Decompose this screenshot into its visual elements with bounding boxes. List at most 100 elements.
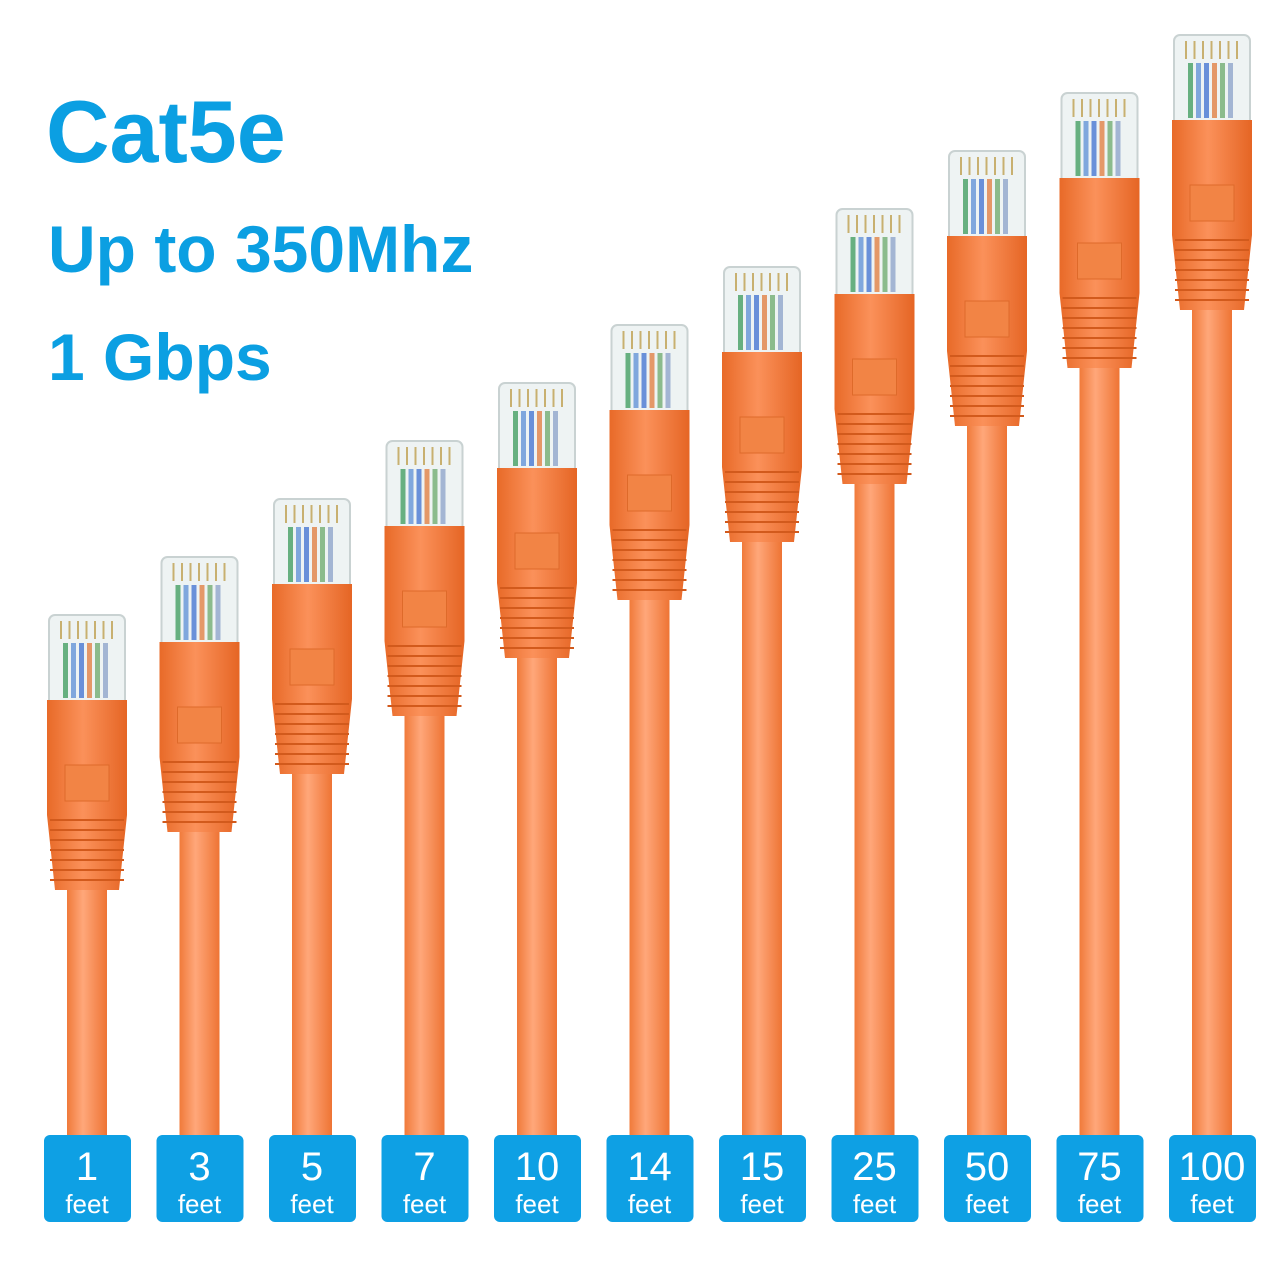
plug-wire [328,527,333,582]
plug-wire [1083,121,1089,176]
cable-wire [629,585,670,1150]
plug-wire [296,527,301,582]
subtitle: Up to 350Mhz [48,212,473,286]
boot-panel [1189,184,1235,222]
length-badge [156,1135,244,1222]
length-unit: feet [290,1189,334,1219]
plug-wire [400,469,406,524]
plug-wire [71,643,76,698]
plug-wire [890,237,896,292]
plug-wire [770,295,775,350]
length-value: 15 [740,1145,785,1189]
length-value: 25 [852,1145,897,1189]
plug-wire [215,585,221,640]
plug-wire [641,353,647,408]
length-unit: feet [965,1189,1009,1219]
plug-wire [95,643,100,698]
plug-wire [432,469,438,524]
length-value: 75 [1077,1145,1122,1189]
plug-wire [513,411,518,466]
length-badge [44,1135,131,1222]
cable-wire [742,527,782,1150]
plug-wire [633,353,639,408]
plug-wire [1099,121,1105,176]
length-unit: feet [1190,1189,1234,1219]
plug-wire [1003,179,1008,234]
cable-wire [854,469,895,1150]
cable-wire [1192,295,1232,1150]
length-value: 3 [188,1145,210,1189]
length-badge [494,1135,581,1222]
plug-wire [521,411,526,466]
plug-wire [1196,63,1201,118]
length-unit: feet [1078,1189,1122,1219]
plug-wire [312,527,317,582]
plug-wire [987,179,992,234]
boot-panel [289,648,335,686]
cable-wire [1079,353,1120,1150]
plug-wire [191,585,197,640]
cable-wire [517,643,557,1150]
plug-wire [971,179,976,234]
plug-wire [537,411,542,466]
length-value: 7 [413,1145,435,1189]
length-badge [831,1135,919,1222]
cable-wire [179,817,220,1150]
boot-panel [1077,242,1122,280]
subtitle: 1 Gbps [48,320,272,394]
plug-wire [207,585,213,640]
boot-panel [627,474,672,512]
length-unit: feet [178,1189,222,1219]
plug-wire [1220,63,1225,118]
plug-wire [529,411,534,466]
boot-panel [852,358,897,396]
plug-wire [979,179,984,234]
plug-wire [288,527,293,582]
plug-wire [866,237,872,292]
plug-wire [175,585,181,640]
length-unit: feet [65,1189,109,1219]
cable-wire [67,875,107,1150]
cables: 1feet3feet5feet7feet10feet14feet15feet25… [44,34,1256,1222]
plug-wire [882,237,888,292]
plug-wire [1204,63,1209,118]
length-badge [381,1135,469,1222]
plug-wire [545,411,550,466]
plug-wire [424,469,430,524]
plug-wire [625,353,631,408]
plug-wire [1228,63,1233,118]
length-badge [1056,1135,1144,1222]
length-unit: feet [628,1189,672,1219]
length-value: 100 [1179,1145,1246,1189]
plug-wire [963,179,968,234]
plug-wire [874,237,880,292]
plug-wire [746,295,751,350]
length-value: 10 [515,1145,560,1189]
length-badge [606,1135,694,1222]
boot-panel [64,764,110,802]
plug-wire [858,237,864,292]
boot-panel [402,590,447,628]
plug-wire [1075,121,1081,176]
length-badge [944,1135,1031,1222]
plug-wire [850,237,856,292]
length-value: 1 [76,1145,98,1189]
plug-wire [995,179,1000,234]
plug-wire [738,295,743,350]
plug-wire [665,353,671,408]
length-value: 14 [627,1145,672,1189]
plug-wire [553,411,558,466]
plug-wire [440,469,446,524]
plug-wire [199,585,205,640]
cable-wire [292,759,332,1150]
length-unit: feet [403,1189,447,1219]
length-badge [1169,1135,1256,1222]
